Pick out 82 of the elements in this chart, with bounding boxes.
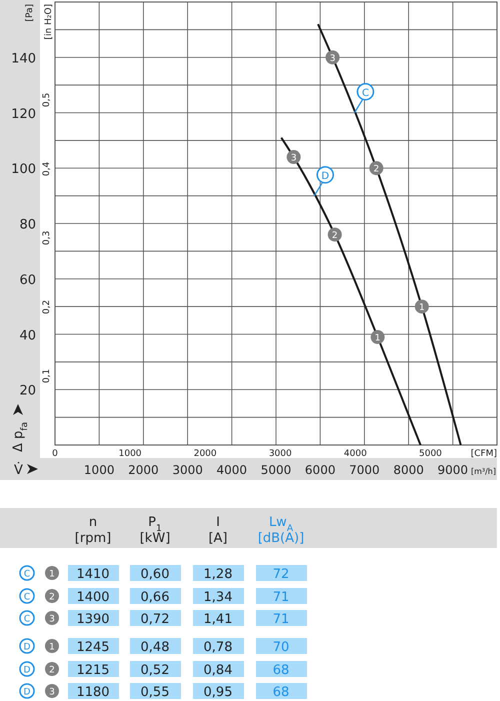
number-circle-icon: 3 bbox=[45, 684, 59, 698]
x-tick-label: 3000 bbox=[172, 463, 203, 477]
y2-tick-label: 0,3 bbox=[42, 230, 52, 246]
y-tick-label: 100 bbox=[11, 162, 36, 178]
y-tick-label: 120 bbox=[11, 106, 36, 122]
y-tick-label: 80 bbox=[19, 218, 36, 232]
x2-tick-label: 0 bbox=[52, 449, 58, 459]
text: 1,41 bbox=[204, 612, 232, 627]
x-axis-title: V̇ bbox=[14, 462, 23, 478]
x-tick-label: 5000 bbox=[260, 463, 292, 477]
letter-circle-icon: C bbox=[19, 588, 35, 604]
y2-axis-title: [in H₂O] bbox=[44, 4, 54, 40]
x-tick-label: 6000 bbox=[304, 463, 336, 477]
annotation: 1 bbox=[418, 303, 425, 314]
annotation: 2 bbox=[373, 164, 380, 175]
text: 70 bbox=[272, 640, 290, 655]
letter-circle-icon: D bbox=[19, 683, 35, 699]
text: 1,34 bbox=[204, 590, 232, 605]
letter-circle-icon: D bbox=[19, 661, 35, 677]
line-series bbox=[316, 23, 462, 446]
text: 0,84 bbox=[204, 663, 232, 678]
text: 68 bbox=[272, 685, 290, 700]
y-tick-label: 60 bbox=[19, 272, 36, 288]
text: 0,78 bbox=[204, 640, 232, 655]
x2-tick-label: 4000 bbox=[344, 449, 368, 459]
annotation: 1 bbox=[374, 334, 381, 344]
category-label: P$_{1}$ [kW] bbox=[140, 515, 170, 546]
text: [m³/h] bbox=[470, 467, 496, 476]
category-label: Lw$_{A}$ [dB(A)] bbox=[258, 515, 304, 546]
x-tick-label: 4000 bbox=[216, 463, 248, 477]
y2-tick-label: 0,5 bbox=[42, 92, 52, 108]
number-circle-icon: 2 bbox=[45, 662, 59, 676]
text: 1390 bbox=[76, 612, 110, 627]
series-label: C bbox=[362, 88, 369, 99]
x2-tick-label: 3000 bbox=[268, 449, 292, 459]
number-circle-icon: 1 bbox=[45, 639, 59, 653]
annotation: 3 bbox=[330, 54, 336, 64]
text: 0,52 bbox=[140, 663, 170, 678]
text: 1410 bbox=[76, 567, 110, 582]
letter-circle-icon: C bbox=[19, 565, 35, 581]
text: 1,28 bbox=[204, 567, 232, 582]
text: 1215 bbox=[76, 663, 110, 678]
category-label: I [A] bbox=[208, 515, 228, 546]
text: 1245 bbox=[76, 640, 110, 655]
text: 0,55 bbox=[140, 685, 170, 700]
text: 0,95 bbox=[204, 685, 232, 700]
text: 0,60 bbox=[140, 567, 170, 582]
y-tick-label: 20 bbox=[19, 384, 36, 399]
text: 0,48 bbox=[140, 640, 170, 655]
x2-axis-title: [CFM] bbox=[470, 449, 497, 459]
text: 0,72 bbox=[140, 612, 170, 627]
category-label: n [rpm] bbox=[74, 515, 112, 546]
text: 1180 bbox=[76, 685, 110, 700]
series-label: D bbox=[321, 170, 330, 182]
x2-tick-label: 5000 bbox=[419, 449, 442, 459]
number-circle-icon: 1 bbox=[45, 566, 59, 580]
x-tick-label: 2000 bbox=[128, 463, 159, 477]
x2-tick-label: 1000 bbox=[118, 449, 142, 459]
letter-circle-icon: C bbox=[19, 610, 35, 626]
y2-tick-label: 0,4 bbox=[42, 162, 52, 176]
x-tick-label: 9000 bbox=[438, 463, 468, 477]
annotation: 3 bbox=[290, 154, 297, 164]
number-circle-icon: 3 bbox=[45, 611, 59, 625]
text: 1400 bbox=[76, 590, 110, 605]
x2-tick-label: 2000 bbox=[194, 449, 217, 459]
text: 71 bbox=[272, 612, 290, 627]
number-circle-icon: 2 bbox=[45, 589, 59, 603]
text: 72 bbox=[272, 567, 290, 582]
text: 0,66 bbox=[140, 590, 170, 605]
text: [Pa] bbox=[25, 4, 35, 22]
y-tick-label: 40 bbox=[19, 328, 36, 344]
y2-tick-label: 0,1 bbox=[42, 368, 52, 384]
x-tick-label: 7000 bbox=[349, 463, 380, 477]
x-tick-label: 1000 bbox=[84, 463, 114, 477]
y2-tick-label: 0,2 bbox=[42, 300, 52, 314]
x-tick-label: 8000 bbox=[393, 463, 424, 477]
annotation: 2 bbox=[332, 231, 338, 242]
line-series bbox=[280, 136, 422, 446]
text: 71 bbox=[272, 590, 290, 605]
letter-circle-icon: D bbox=[19, 638, 35, 654]
text: 68 bbox=[272, 663, 290, 678]
y-tick-label: 140 bbox=[11, 51, 36, 66]
